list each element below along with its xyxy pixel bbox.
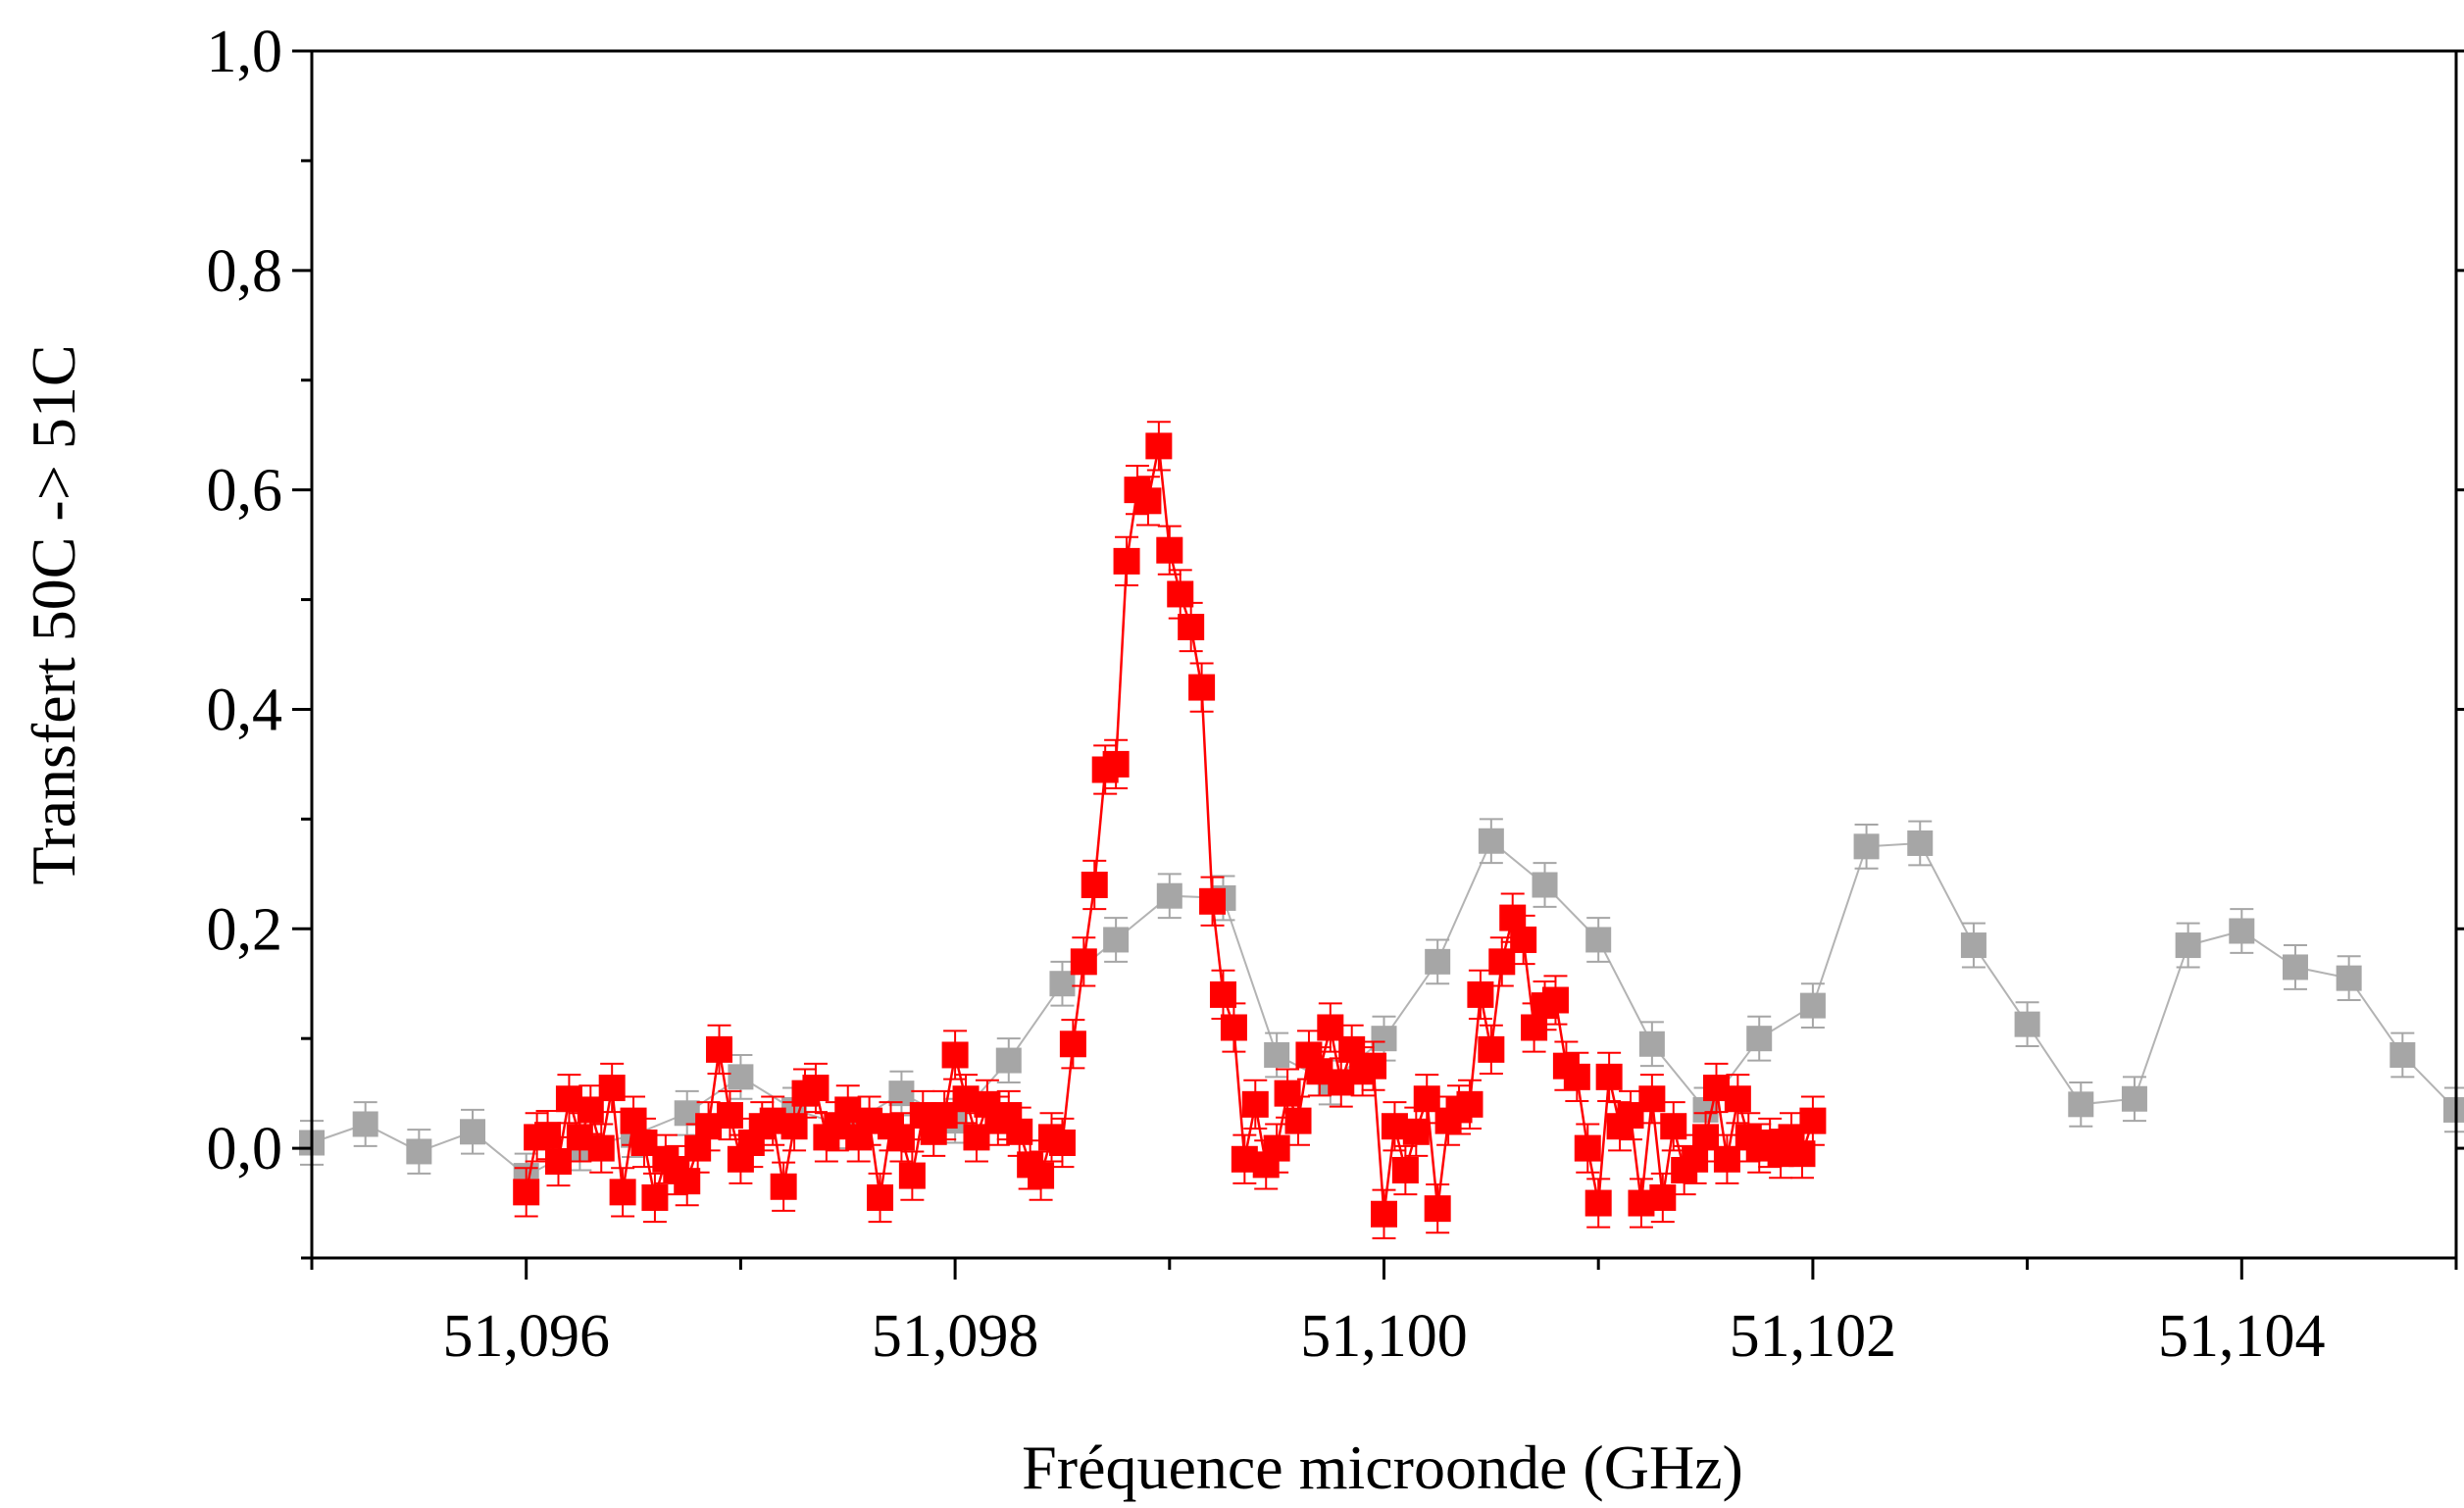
- y-tick-label: 0,8: [207, 238, 283, 305]
- axes-layer: 0,0 0,2 0,4 0,6 0,8 1,0 51,096 51,098 51,100 51,1…: [207, 19, 2464, 1370]
- data-point: [2175, 932, 2201, 959]
- data-point: [2282, 954, 2308, 980]
- x-tick-label: 51,102: [1730, 1303, 1897, 1370]
- data-point: [2229, 918, 2255, 944]
- y-tick-label: 1,0: [207, 19, 283, 85]
- data-point: [1660, 1113, 1687, 1140]
- data-point: [1070, 948, 1097, 976]
- data-point: [1532, 872, 1558, 898]
- data-point: [1102, 750, 1130, 778]
- data-point: [1028, 1162, 1055, 1189]
- data-point: [1199, 887, 1227, 915]
- data-point: [1456, 1090, 1483, 1118]
- data-point: [609, 1179, 636, 1206]
- data-point: [867, 1183, 894, 1211]
- series-layer: [299, 421, 2464, 1239]
- data-point: [534, 1122, 562, 1149]
- y-tick-label: 0,4: [207, 677, 283, 743]
- data-point: [2121, 1085, 2147, 1112]
- data-point: [1156, 882, 1182, 909]
- data-point: [1103, 927, 1130, 953]
- data-point: [1048, 1129, 1076, 1156]
- data-point: [1746, 1026, 1773, 1052]
- data-point: [406, 1138, 432, 1165]
- y-tick-label: 0,0: [207, 1116, 283, 1182]
- data-point: [728, 1064, 754, 1090]
- data-point: [2014, 1011, 2040, 1037]
- data-point: [1081, 872, 1108, 899]
- data-point: [641, 1183, 669, 1211]
- y-axis-title: Transfert 50C -> 51C: [19, 344, 88, 884]
- data-point: [1478, 828, 1504, 854]
- data-point: [1467, 980, 1494, 1008]
- data-point: [1425, 948, 1451, 975]
- y-tick-label: 0,6: [207, 458, 283, 525]
- data-point: [1371, 1200, 1397, 1228]
- data-point: [1145, 432, 1173, 460]
- data-point: [2336, 965, 2362, 991]
- data-point: [1638, 1030, 1665, 1057]
- data-point: [1178, 614, 1205, 641]
- data-point: [598, 1075, 626, 1102]
- data-point: [513, 1179, 540, 1206]
- data-point: [1284, 1107, 1312, 1134]
- data-point: [1595, 1063, 1623, 1090]
- data-point: [1274, 1080, 1301, 1107]
- data-point: [2389, 1041, 2416, 1068]
- data-point: [2068, 1091, 2094, 1118]
- data-point: [941, 1041, 969, 1069]
- data-point: [2443, 1096, 2464, 1123]
- data-point: [716, 1102, 743, 1130]
- data-point: [1799, 992, 1826, 1019]
- x-axis-title: Fréquence microonde (GHz): [1022, 1433, 1743, 1502]
- data-point: [1424, 1195, 1451, 1223]
- data-point: [706, 1035, 733, 1063]
- data-point: [1049, 971, 1076, 997]
- data-point: [1853, 833, 1880, 860]
- data-point: [1724, 1085, 1751, 1113]
- data-point: [1264, 1041, 1290, 1068]
- data-point: [1188, 674, 1216, 701]
- data-point: [1585, 927, 1612, 953]
- data-point: [1241, 1090, 1269, 1118]
- data-point: [1263, 1134, 1290, 1162]
- data-point: [1649, 1183, 1677, 1211]
- data-point: [1541, 986, 1569, 1014]
- data-point: [802, 1075, 830, 1102]
- data-point: [770, 1173, 797, 1200]
- data-point: [995, 1047, 1022, 1074]
- data-point: [1907, 829, 1934, 856]
- data-point: [1563, 1063, 1590, 1090]
- data-point: [460, 1119, 486, 1145]
- data-point: [1478, 1035, 1505, 1063]
- x-tick-label: 51,096: [442, 1303, 610, 1370]
- data-point: [1220, 1014, 1247, 1041]
- data-point: [1360, 1052, 1387, 1080]
- data-point: [1059, 1030, 1086, 1058]
- data-point: [1638, 1085, 1666, 1113]
- data-point: [1371, 1026, 1397, 1052]
- data-point: [1574, 1134, 1601, 1162]
- data-point: [1156, 536, 1183, 564]
- series-1: [513, 421, 1827, 1239]
- y-tick-label: 0,2: [207, 896, 283, 963]
- data-point: [1134, 487, 1162, 515]
- x-tick-label: 51,100: [1300, 1303, 1468, 1370]
- data-point: [1113, 547, 1140, 575]
- data-point: [1510, 926, 1537, 953]
- data-point: [1799, 1107, 1827, 1134]
- data-point: [1960, 932, 1986, 959]
- data-point: [898, 1162, 926, 1189]
- data-point: [352, 1111, 378, 1137]
- series-0: [299, 818, 2464, 1199]
- data-point: [1391, 1156, 1419, 1183]
- data-point: [545, 1148, 573, 1176]
- data-point: [587, 1134, 615, 1162]
- x-tick-label: 51,098: [872, 1303, 1039, 1370]
- data-point: [1584, 1189, 1612, 1217]
- x-tick-label: 51,104: [2158, 1303, 2326, 1370]
